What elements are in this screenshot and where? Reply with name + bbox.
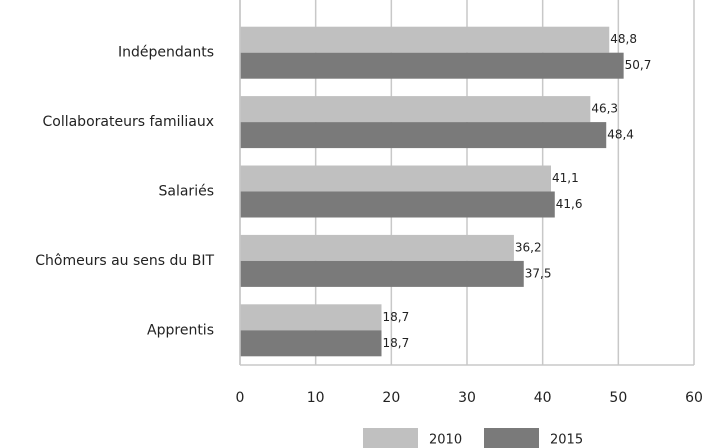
bar bbox=[240, 96, 591, 123]
value-label: 48,4 bbox=[607, 128, 634, 142]
category-label: Chômeurs au sens du BIT bbox=[35, 253, 214, 269]
legend-label: 2010 bbox=[429, 433, 462, 448]
legend-swatch bbox=[484, 428, 539, 448]
value-label: 18,7 bbox=[382, 336, 409, 350]
value-label: 46,3 bbox=[591, 102, 618, 116]
category-label: Collaborateurs familiaux bbox=[42, 114, 214, 130]
value-label: 18,7 bbox=[382, 310, 409, 324]
value-label: 37,5 bbox=[525, 266, 552, 280]
x-tick-label: 40 bbox=[534, 390, 552, 406]
value-label: 41,1 bbox=[552, 171, 579, 185]
bar bbox=[240, 234, 514, 261]
category-label: Salariés bbox=[159, 184, 215, 200]
x-tick-label: 30 bbox=[458, 390, 476, 406]
value-label: 48,8 bbox=[610, 32, 637, 46]
category-label: Indépendants bbox=[118, 45, 214, 61]
bar bbox=[240, 165, 551, 192]
legend-swatch bbox=[363, 428, 418, 448]
bar bbox=[240, 26, 610, 53]
x-tick-label: 10 bbox=[307, 390, 325, 406]
value-label: 50,7 bbox=[625, 58, 652, 72]
bar bbox=[240, 330, 382, 357]
value-label: 36,2 bbox=[515, 240, 542, 254]
value-label: 41,6 bbox=[556, 197, 583, 211]
bar bbox=[240, 122, 607, 149]
x-tick-label: 50 bbox=[609, 390, 627, 406]
x-tick-label: 0 bbox=[236, 390, 245, 406]
legend-label: 2015 bbox=[550, 433, 583, 448]
bar bbox=[240, 304, 382, 331]
x-tick-label: 20 bbox=[382, 390, 400, 406]
category-label: Apprentis bbox=[147, 322, 214, 338]
x-tick-label: 60 bbox=[685, 390, 703, 406]
bar bbox=[240, 260, 524, 287]
bar bbox=[240, 52, 624, 79]
bar bbox=[240, 191, 555, 218]
